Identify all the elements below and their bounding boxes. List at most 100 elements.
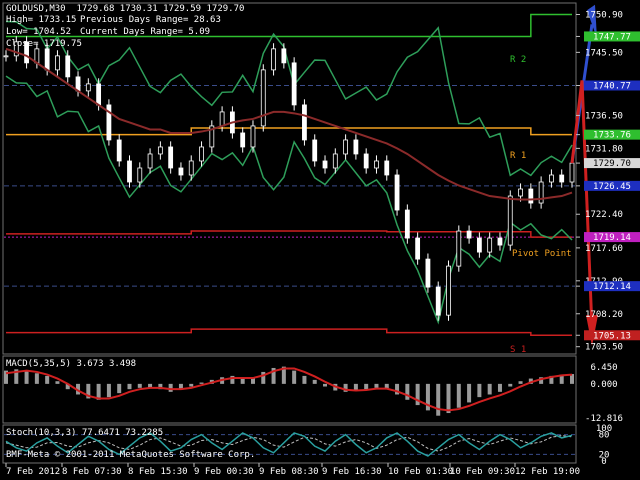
stoch-tick-label-1: 80 (599, 431, 610, 441)
price-tick-label-0: 1750.90 (585, 11, 623, 21)
macd-title: MACD(5,35,5) 3.673 3.498 (6, 359, 137, 369)
close-label: Close= 1719.75 (6, 39, 82, 49)
axes: 1750.90 1747.77 1745.50 1740.77 1736.50 1733.… (5, 11, 640, 477)
macd-bar-34 (353, 383, 358, 391)
price-tag-label-0: 1747.77 (593, 32, 631, 42)
high-label: High= 1733.15 (6, 15, 77, 25)
s1-level-label: S 1 (510, 345, 527, 355)
r1-level-line (6, 127, 572, 136)
macd-bar-22 (230, 375, 235, 384)
price-tag-bg-1 (584, 80, 640, 91)
forecast-down-arrow (570, 80, 594, 330)
price-body-10 (106, 104, 112, 141)
price-tag-bg-5 (584, 232, 640, 243)
time-tick-label-5: 9 Feb 16:30 (322, 467, 382, 477)
macd-bar-49 (508, 383, 513, 387)
macd-bar-2 (24, 370, 29, 384)
macd-bar-15 (158, 383, 163, 390)
price-body-29 (302, 104, 307, 141)
macd-bar-29 (302, 375, 307, 384)
price-body-14 (147, 153, 153, 169)
price-tag-bg-0 (584, 31, 640, 42)
macd-bar-53 (549, 375, 554, 384)
price-tick-label-11: 1717.60 (585, 244, 623, 254)
price-tag-label-3: 1729.70 (593, 159, 631, 169)
current-range-label: Current Days Range= 5.09 (80, 27, 211, 37)
moving-average-line (5, 47, 573, 201)
time-tick-label-1: 8 Feb 07:30 (62, 467, 122, 477)
price-body-25 (260, 69, 266, 127)
pivot-point-label: Pivot Point (512, 249, 572, 259)
macd-bar-7 (76, 383, 81, 395)
macd-bar-25 (261, 371, 266, 384)
copyright-label: BMF-Meta © 2001-2011 MetaQuotes Software… (6, 450, 256, 460)
macd-bar-12 (127, 383, 132, 390)
price-body-34 (353, 139, 359, 155)
macd-bar-33 (343, 383, 348, 392)
price-body-47 (487, 237, 493, 253)
macd-bar-30 (312, 379, 317, 384)
price-tag-bg-7 (584, 330, 640, 341)
macd-bar-41 (425, 383, 430, 411)
r2-level-line (6, 13, 572, 38)
stochastic-title: Stoch(10,3,3) 77.6471 73.2285 (6, 428, 164, 438)
macd-bar-36 (374, 383, 379, 388)
price-panel (3, 4, 598, 346)
macd-bar-45 (467, 383, 472, 403)
macd-bar-48 (497, 383, 502, 392)
pivot-level-line (6, 230, 572, 238)
price-body-1 (13, 41, 19, 57)
price-tick-label-4: 1736.50 (585, 111, 623, 121)
macd-bar-42 (436, 383, 441, 416)
macd-bar-19 (199, 382, 204, 384)
price-tag-bg-4 (584, 180, 640, 191)
time-tick-label-7: 10 Feb 09:30 (450, 467, 515, 477)
stochastic-panel (4, 432, 575, 457)
price-body-55 (569, 162, 575, 183)
price-body-24 (250, 125, 256, 148)
price-body-42 (435, 286, 441, 316)
price-tick-label-14: 1708.20 (585, 310, 623, 320)
price-body-11 (116, 139, 122, 162)
r1-level-label: R 1 (510, 151, 527, 161)
macd-signal-line (5, 367, 573, 412)
macd-bar-47 (487, 383, 492, 395)
macd-bar-9 (96, 383, 101, 400)
price-body-41 (425, 258, 431, 288)
stoch-tick-label-0: 100 (596, 424, 612, 434)
price-body-28 (291, 62, 297, 106)
price-body-20 (209, 125, 215, 148)
time-tick-label-0: 7 Feb 2012 (6, 467, 60, 477)
stoch-main-line (5, 432, 573, 457)
price-body-44 (456, 230, 462, 267)
macd-bar-54 (559, 374, 564, 384)
price-body-48 (497, 237, 503, 246)
macd-bar-44 (456, 383, 461, 408)
macd-tick-label-0: 6.450 (590, 363, 617, 373)
price-body-15 (157, 146, 163, 155)
price-body-35 (363, 153, 369, 169)
previous-range-label: Previous Days Range= 28.63 (80, 15, 221, 25)
macd-tick-label-1: 0.000 (590, 380, 617, 390)
s1-level-line (6, 328, 572, 337)
price-body-50 (518, 188, 523, 197)
macd-bar-11 (117, 383, 122, 394)
symbol-ohlc-label: GOLDUSD,M30 1729.68 1730.31 1729.59 1729… (6, 4, 245, 14)
price-body-51 (528, 188, 534, 204)
price-tag-label-5: 1719.14 (593, 233, 631, 243)
price-tag-label-7: 1705.13 (593, 331, 631, 341)
macd-bar-27 (281, 366, 286, 384)
macd-bar-31 (323, 383, 328, 387)
macd-bar-26 (271, 367, 276, 384)
stoch-tick-label-2: 20 (599, 450, 610, 460)
price-body-21 (219, 111, 225, 127)
price-body-5 (55, 55, 60, 71)
price-tag-label-6: 1712.14 (593, 282, 631, 292)
macd-bar-40 (415, 383, 420, 406)
price-body-26 (271, 48, 276, 71)
price-tag-bg-3 (584, 158, 640, 169)
price-body-16 (168, 146, 174, 169)
macd-bar-3 (34, 373, 39, 384)
macd-bar-18 (189, 383, 194, 387)
